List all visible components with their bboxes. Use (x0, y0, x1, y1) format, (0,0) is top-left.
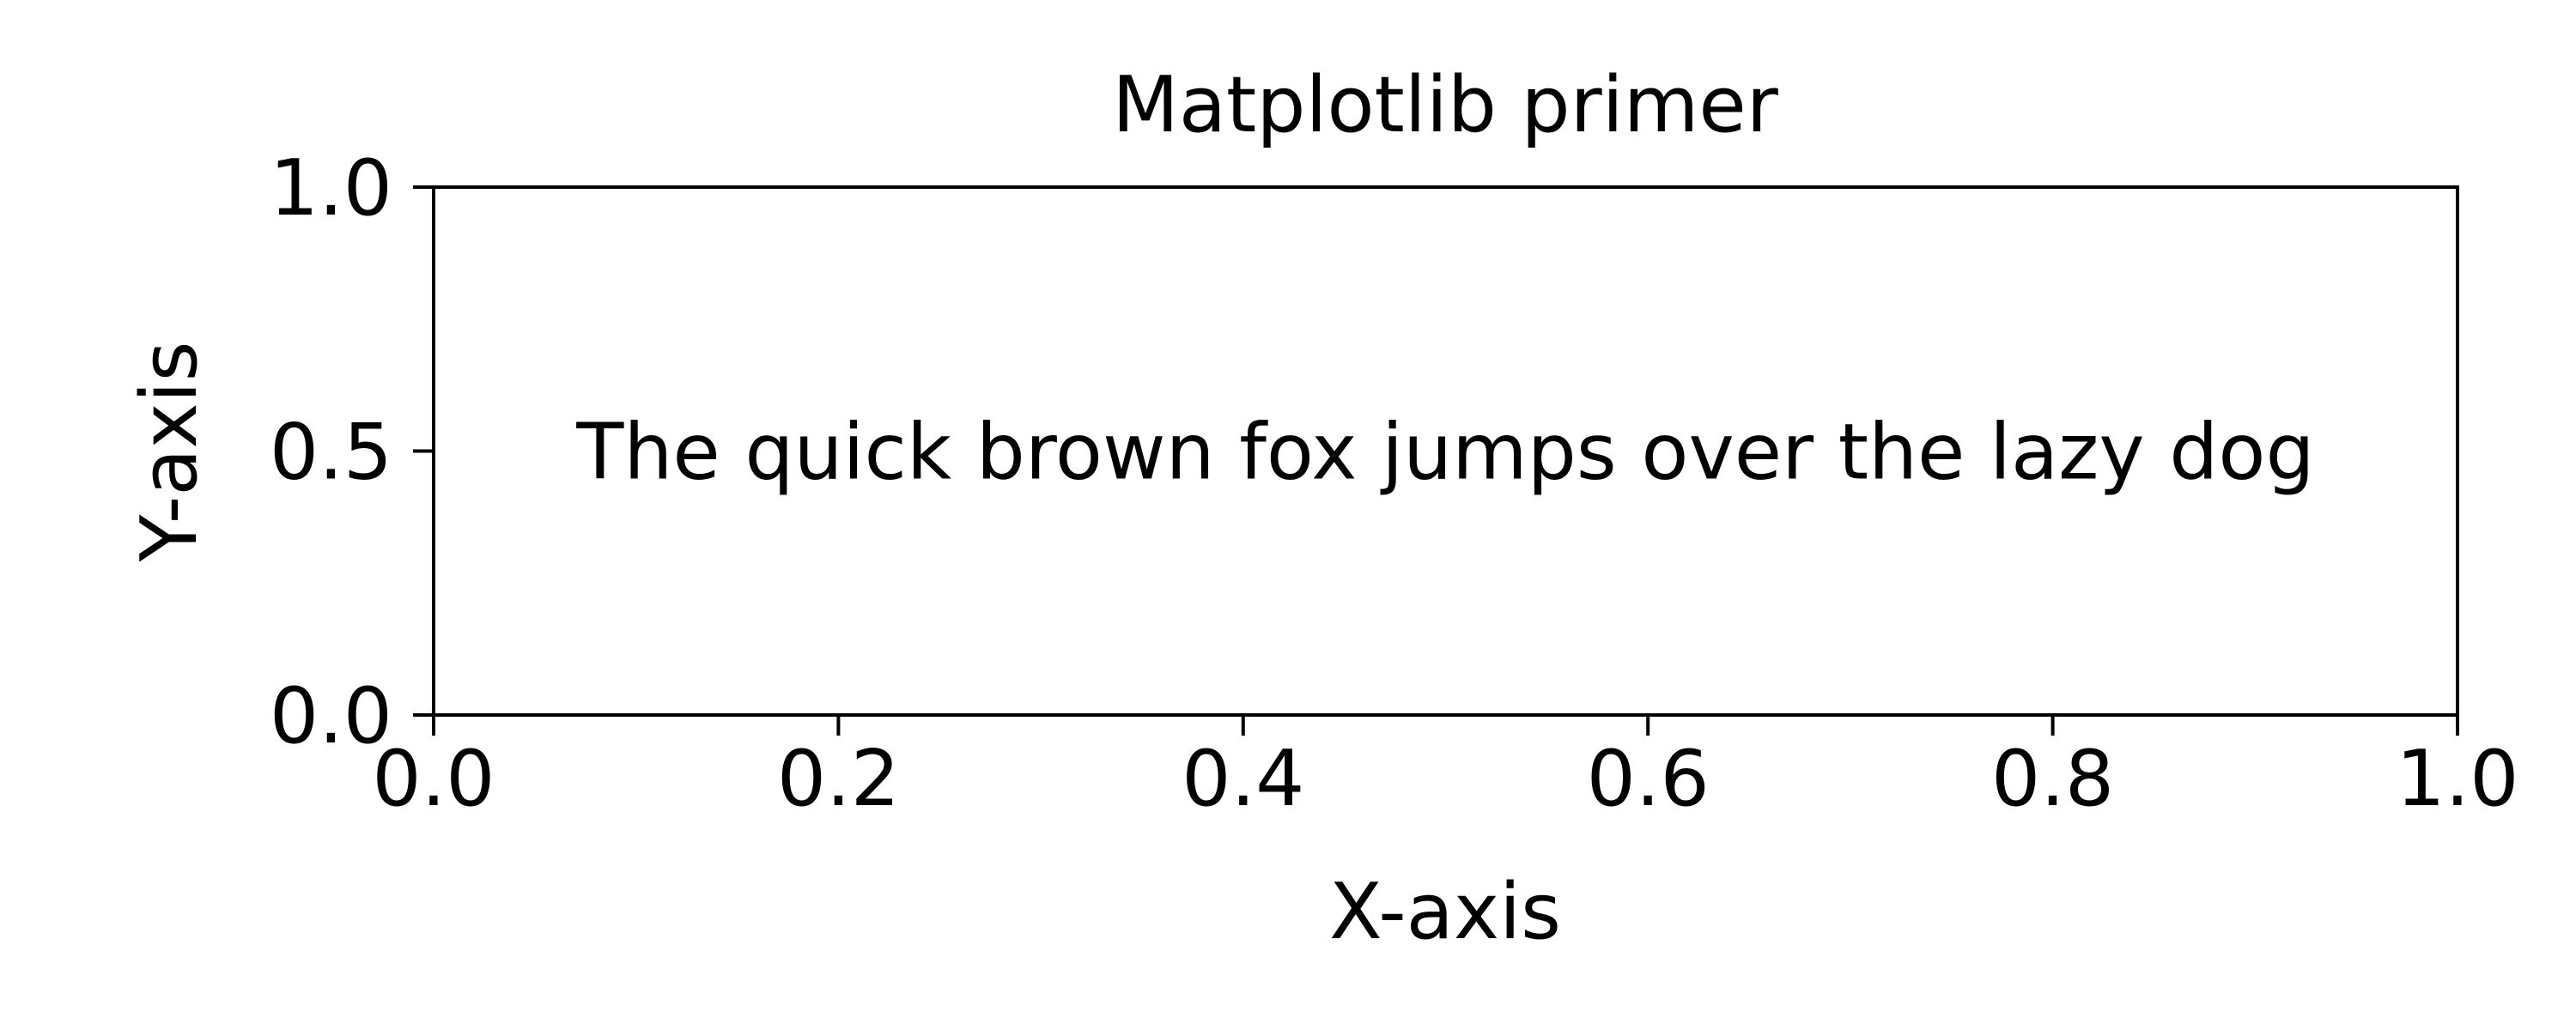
y-axis-label: Y-axis (125, 341, 215, 562)
y-tick-label: 0.5 (270, 408, 392, 498)
x-tick-label: 1.0 (2396, 734, 2518, 824)
annotations: The quick brown fox jumps over the lazy … (575, 408, 2314, 498)
x-tick-label: 0.0 (372, 734, 495, 824)
x-tick-label: 0.8 (1991, 734, 2114, 824)
y-axis-ticks: 0.0 0.5 1.0 (270, 143, 434, 761)
plot-area: 0.0 0.2 0.4 0.6 0.8 1.0 0.0 0.5 1.0 The quick b… (270, 143, 2519, 824)
x-tick-label: 0.4 (1182, 734, 1304, 824)
x-tick-label: 0.6 (1587, 734, 1710, 824)
x-tick-label: 0.2 (777, 734, 900, 824)
x-axis-label: X-axis (1329, 867, 1561, 957)
annotation-text: The quick brown fox jumps over the lazy … (575, 408, 2314, 498)
y-tick-label: 1.0 (270, 143, 392, 233)
chart-title: Matplotlib primer (1112, 60, 1778, 150)
y-tick-label: 0.0 (270, 671, 392, 761)
x-axis-ticks: 0.0 0.2 0.4 0.6 0.8 1.0 (372, 715, 2519, 824)
